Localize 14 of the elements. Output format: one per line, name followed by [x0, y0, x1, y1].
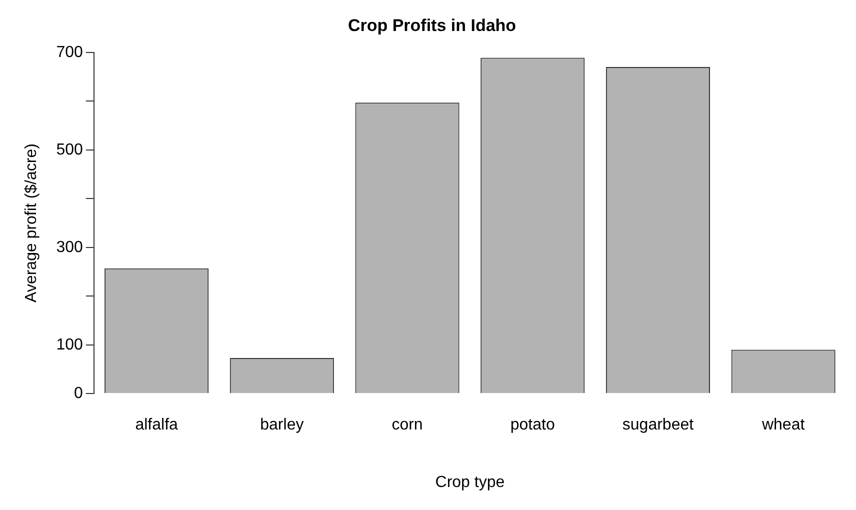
chart-title: Crop Profits in Idaho	[348, 16, 516, 35]
y-tick-label: 100	[56, 336, 83, 354]
x-tick-label: corn	[392, 416, 423, 434]
x-tick-label: sugarbeet	[622, 416, 694, 434]
y-axis-title: Average profit ($/acre)	[23, 144, 40, 302]
x-tick-label: alfalfa	[135, 416, 178, 434]
x-tick-label: barley	[260, 416, 304, 434]
y-tick-label: 0	[74, 385, 83, 402]
x-tick-label: wheat	[760, 416, 806, 434]
x-axis-title: Crop type	[435, 474, 505, 491]
y-tick-label: 500	[56, 141, 83, 158]
y-tick-label: 700	[56, 44, 83, 61]
x-tick-label: potato	[510, 416, 555, 434]
y-tick-label: 300	[56, 238, 83, 256]
